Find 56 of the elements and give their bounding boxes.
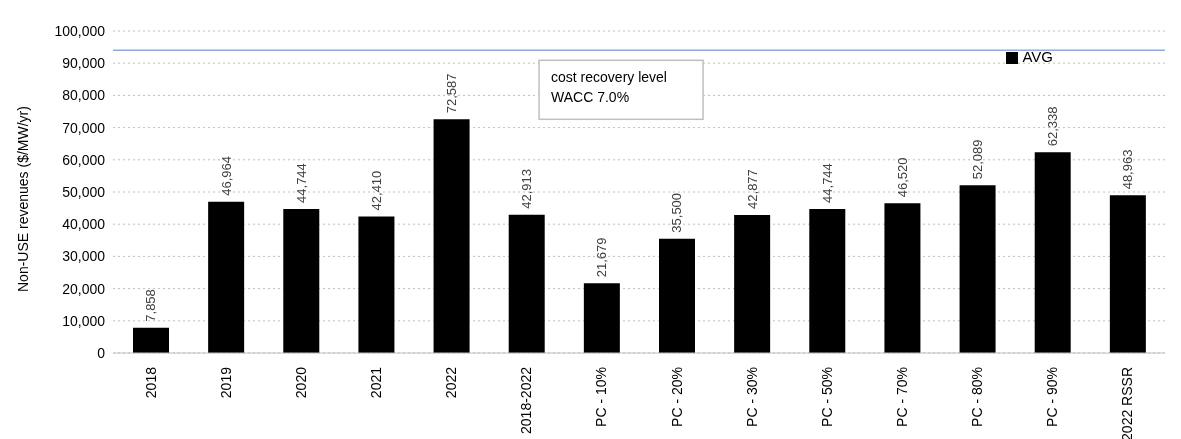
bar xyxy=(433,119,470,353)
bar xyxy=(508,214,545,353)
bar xyxy=(884,203,921,353)
data-label: 44,744 xyxy=(293,163,309,203)
y-tick-label: 70,000 xyxy=(62,119,106,136)
y-tick-label: 50,000 xyxy=(62,183,106,200)
bar xyxy=(809,208,846,353)
bar xyxy=(1034,152,1071,353)
data-label: 46,520 xyxy=(894,157,910,198)
x-tick-label: PC - 10% xyxy=(593,367,610,427)
data-label: 7,858 xyxy=(143,289,159,322)
data-label: 62,338 xyxy=(1045,106,1061,147)
x-tick-label: 2019 xyxy=(217,366,234,399)
x-tick-label: 2022 xyxy=(443,366,460,399)
y-tick-label: 30,000 xyxy=(62,248,106,265)
bar xyxy=(659,238,695,353)
x-tick-label: 2018 xyxy=(142,366,159,399)
y-axis-title: Non-USE revenues ($/MW/yr) xyxy=(14,106,31,292)
y-tick-label: 60,000 xyxy=(62,151,106,168)
bar xyxy=(358,216,395,353)
data-label: 42,877 xyxy=(744,169,760,209)
data-label: 46,964 xyxy=(218,156,234,196)
ref-line-label: cost recovery level WACC 7.0% xyxy=(551,69,667,106)
y-tick-label: 100,000 xyxy=(54,22,106,39)
bar xyxy=(583,283,620,353)
x-tick-label: 2018-2022 xyxy=(518,366,535,434)
x-tick-label: PC - 50% xyxy=(818,367,835,427)
text-box: cost recovery level WACC 7.0% xyxy=(538,59,704,121)
data-label: 21,679 xyxy=(594,237,610,278)
bar xyxy=(133,327,169,353)
x-tick-label: PC - 70% xyxy=(894,367,910,427)
bar xyxy=(208,201,245,353)
legend-label: AVG xyxy=(1022,48,1053,65)
bar xyxy=(1109,195,1146,353)
bar xyxy=(734,214,771,353)
x-tick-label: PC - 20% xyxy=(668,367,685,427)
bar xyxy=(283,208,320,353)
data-label: 42,410 xyxy=(368,170,384,211)
y-tick-label: 10,000 xyxy=(62,312,106,329)
y-tick-label: 40,000 xyxy=(62,216,106,233)
y-tick-label: 90,000 xyxy=(62,55,106,72)
x-tick-label: 2021 xyxy=(368,366,384,399)
data-label: 48,963 xyxy=(1120,149,1136,190)
x-tick-label: PC - 30% xyxy=(743,367,760,427)
y-tick-label: 80,000 xyxy=(62,87,106,104)
x-tick-label: PC - 90% xyxy=(1044,367,1061,427)
data-label: 52,089 xyxy=(970,139,986,180)
y-tick-label: 0 xyxy=(97,344,106,361)
data-label: 42,913 xyxy=(519,169,535,209)
y-tick-label: 20,000 xyxy=(62,280,106,297)
data-label: 35,500 xyxy=(669,192,685,233)
data-label: 72,587 xyxy=(444,73,460,114)
bar xyxy=(959,185,996,353)
x-tick-label: 2020 xyxy=(292,366,309,399)
data-label: 44,744 xyxy=(819,163,835,203)
x-tick-label: PC - 80% xyxy=(969,367,986,427)
